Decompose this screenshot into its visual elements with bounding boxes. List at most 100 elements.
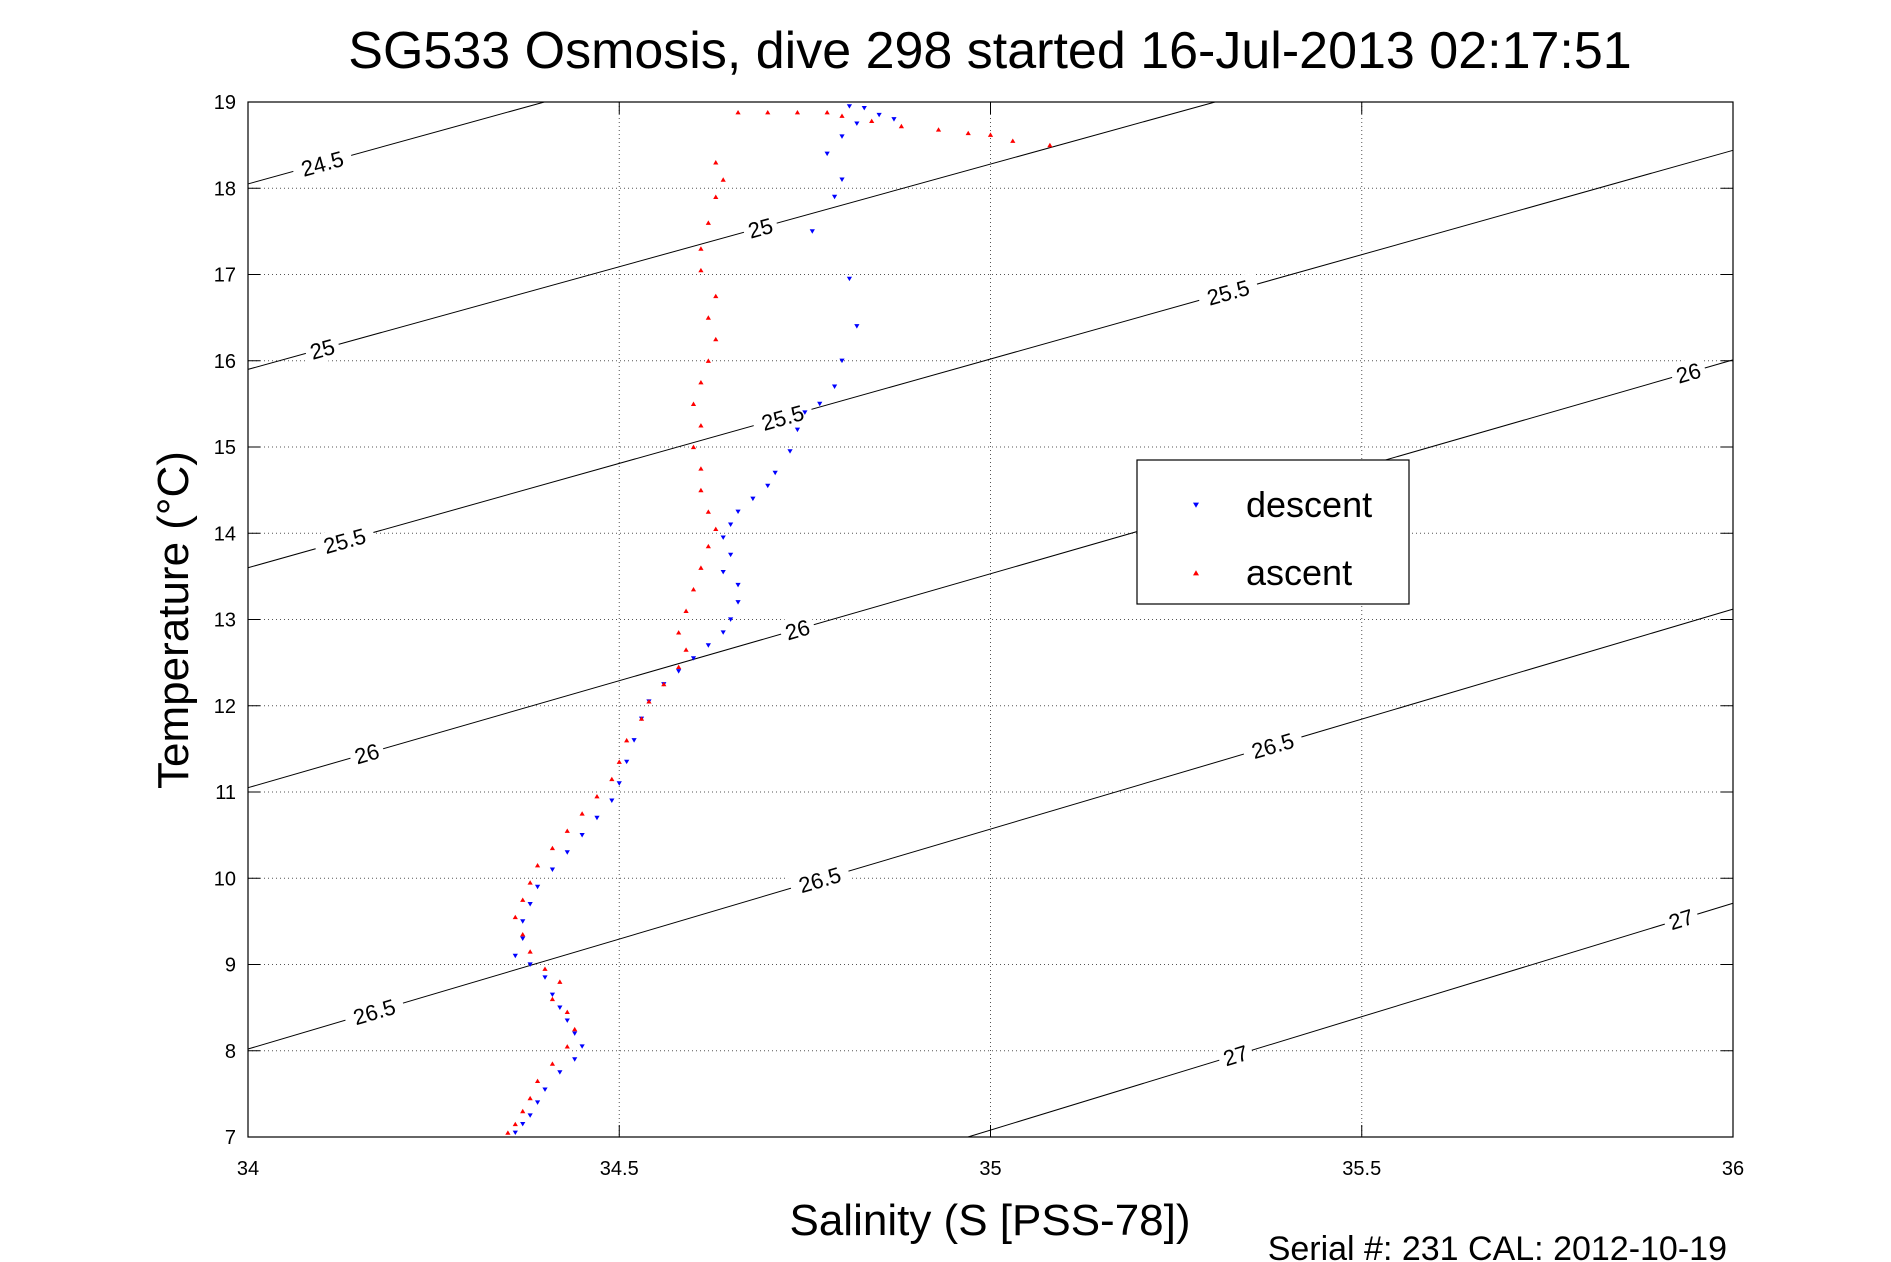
- ascent-point: [564, 828, 570, 833]
- isopycnal-line: [967, 902, 1734, 1138]
- grid: [248, 102, 1733, 1137]
- descent-point: [609, 798, 615, 803]
- legend-label-descent: descent: [1246, 484, 1372, 525]
- legend-marker-descent: [1193, 502, 1199, 508]
- ascent-point: [534, 1078, 541, 1084]
- ascent-point: [683, 608, 689, 613]
- y-tick-label: 10: [214, 868, 236, 890]
- descent-point: [534, 1100, 541, 1105]
- ascent-point: [705, 220, 711, 225]
- descent-point: [839, 134, 845, 139]
- ascent-point: [690, 401, 697, 406]
- series-ascent: [505, 110, 1053, 1135]
- descent-point: [876, 112, 882, 118]
- descent-point: [891, 117, 897, 122]
- ascent-point: [698, 466, 704, 471]
- ascent-point: [698, 423, 704, 428]
- ascent-point: [564, 1009, 570, 1015]
- descent-point: [572, 1057, 578, 1062]
- descent-point: [728, 617, 734, 622]
- descent-point: [579, 833, 585, 838]
- descent-point: [690, 656, 697, 661]
- isopycnal-label-bg: [1240, 724, 1306, 767]
- x-tick-label: 35.5: [1342, 1158, 1381, 1180]
- ascent-point: [713, 194, 719, 199]
- isopycnal-label-bg: [1660, 901, 1702, 937]
- ascent-point: [705, 543, 711, 549]
- x-tick-label: 35: [979, 1158, 1001, 1180]
- ascent-point: [698, 565, 704, 570]
- ascent-point: [705, 509, 711, 514]
- isopycnal-lines: [247, 101, 1734, 1138]
- x-tick-label: 34: [237, 1158, 259, 1180]
- ascent-point: [512, 914, 518, 920]
- ascent-point: [698, 379, 704, 385]
- ascent-point: [987, 132, 994, 137]
- ascent-point: [616, 759, 622, 764]
- descent-point: [817, 401, 823, 407]
- ascent-point: [676, 630, 682, 635]
- y-tick-label: 16: [214, 351, 236, 373]
- ascent-point: [713, 160, 719, 165]
- descent-point: [846, 276, 853, 282]
- descent-point: [854, 324, 860, 329]
- isopycnal-label-bg: [750, 396, 815, 439]
- ascent-point: [549, 1061, 556, 1066]
- descent-point: [809, 229, 815, 234]
- y-tick-label: 7: [225, 1127, 236, 1149]
- chart-title: SG533 Osmosis, dive 298 started 16-Jul-2…: [348, 22, 1631, 80]
- axis-ticks: [247, 101, 1734, 1138]
- ascent-point: [549, 996, 556, 1002]
- descent-point: [831, 194, 838, 200]
- descent-point: [572, 1031, 578, 1036]
- descent-point: [750, 496, 756, 502]
- y-tick-label: 19: [214, 92, 236, 114]
- y-tick-label: 18: [214, 178, 236, 200]
- y-axis-label: Temperature (°C): [149, 451, 198, 789]
- ascent-point: [624, 737, 630, 743]
- descent-point: [854, 121, 860, 126]
- ascent-point: [698, 246, 704, 251]
- descent-point: [534, 884, 541, 890]
- data-series: [505, 104, 1053, 1136]
- isopycnal-label-bg: [777, 612, 818, 647]
- ascent-point: [557, 979, 563, 984]
- legend: descent ascent: [1136, 459, 1410, 605]
- descent-point: [839, 358, 845, 364]
- ascent-point: [505, 1130, 511, 1135]
- ascent-point: [713, 293, 719, 299]
- descent-point: [512, 953, 518, 959]
- isopycnal-label-bg: [302, 331, 343, 366]
- descent-point: [728, 552, 734, 558]
- descent-point: [542, 975, 548, 980]
- ascent-point: [676, 664, 682, 670]
- y-tick-label: 15: [214, 437, 236, 459]
- ascent-point: [661, 681, 667, 687]
- isopycnal-label-bg: [740, 210, 781, 245]
- descent-point: [520, 1121, 526, 1127]
- isopycnal-label-bg: [341, 990, 407, 1033]
- descent-point: [676, 669, 682, 674]
- ascent-point: [564, 1044, 570, 1049]
- ascent-point: [705, 358, 711, 363]
- descent-point: [564, 850, 570, 855]
- legend-label-ascent: ascent: [1246, 552, 1352, 593]
- series-descent: [512, 104, 897, 1136]
- ascent-point: [869, 118, 875, 124]
- ascent-point: [572, 1026, 578, 1032]
- y-tick-label: 8: [225, 1041, 236, 1063]
- descent-point: [735, 509, 741, 515]
- serial-cal-footer: Serial #: 231 CAL: 2012-10-19: [1268, 1230, 1727, 1262]
- ascent-point: [1047, 142, 1053, 148]
- ascent-point: [527, 880, 533, 885]
- descent-point: [520, 936, 526, 941]
- descent-point: [794, 427, 801, 433]
- ascent-point: [705, 315, 711, 320]
- isopycnal-line: [247, 149, 1734, 569]
- descent-point: [846, 104, 853, 109]
- descent-point: [549, 992, 556, 998]
- ascent-point: [713, 526, 719, 532]
- descent-point: [824, 151, 830, 157]
- descent-point: [527, 902, 533, 907]
